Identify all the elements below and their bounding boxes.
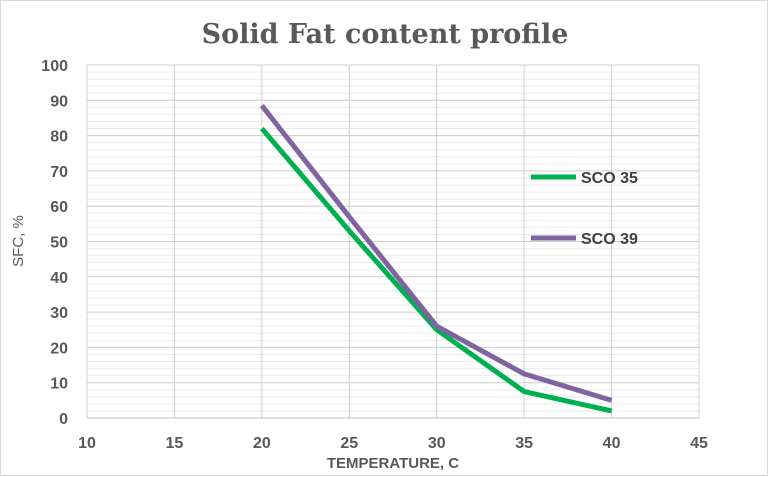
y-tick-label: 90 [50,93,68,110]
x-tick-label: 25 [340,435,358,452]
x-tick-label: 15 [166,435,184,452]
chart-title: Solid Fat content profile [201,19,569,50]
x-tick-label: 35 [515,435,533,452]
x-tick-label: 45 [690,435,708,452]
y-axis-title: SFC, % [10,215,27,267]
x-tick-label: 20 [253,435,271,452]
y-tick-label: 100 [41,58,68,75]
y-tick-label: 30 [50,305,68,322]
tick-labels: 0 10 20 30 40 50 60 70 80 90 100 10 15 20 25 30 35 40 45 [41,58,708,452]
y-tick-label: 40 [50,270,68,287]
y-tick-label: 60 [50,199,68,216]
series-line [259,104,613,403]
y-tick-label: 0 [59,411,68,428]
series-lines [259,104,613,414]
grid [86,64,700,419]
legend: SCO 35 SCO 39 [531,170,638,248]
y-tick-label: 20 [50,340,68,357]
y-tick-label: 80 [50,129,68,146]
y-tick-label: 70 [50,164,68,181]
series-line [259,126,613,414]
x-tick-label: 30 [428,435,446,452]
y-tick-label: 50 [50,235,68,252]
x-axis-title: TEMPERATURE, C [327,455,459,472]
y-tick-label: 10 [50,376,68,393]
legend-label: SCO 39 [581,231,638,248]
legend-label: SCO 35 [581,170,638,187]
x-tick-label: 40 [603,435,621,452]
x-tick-label: 10 [78,435,96,452]
